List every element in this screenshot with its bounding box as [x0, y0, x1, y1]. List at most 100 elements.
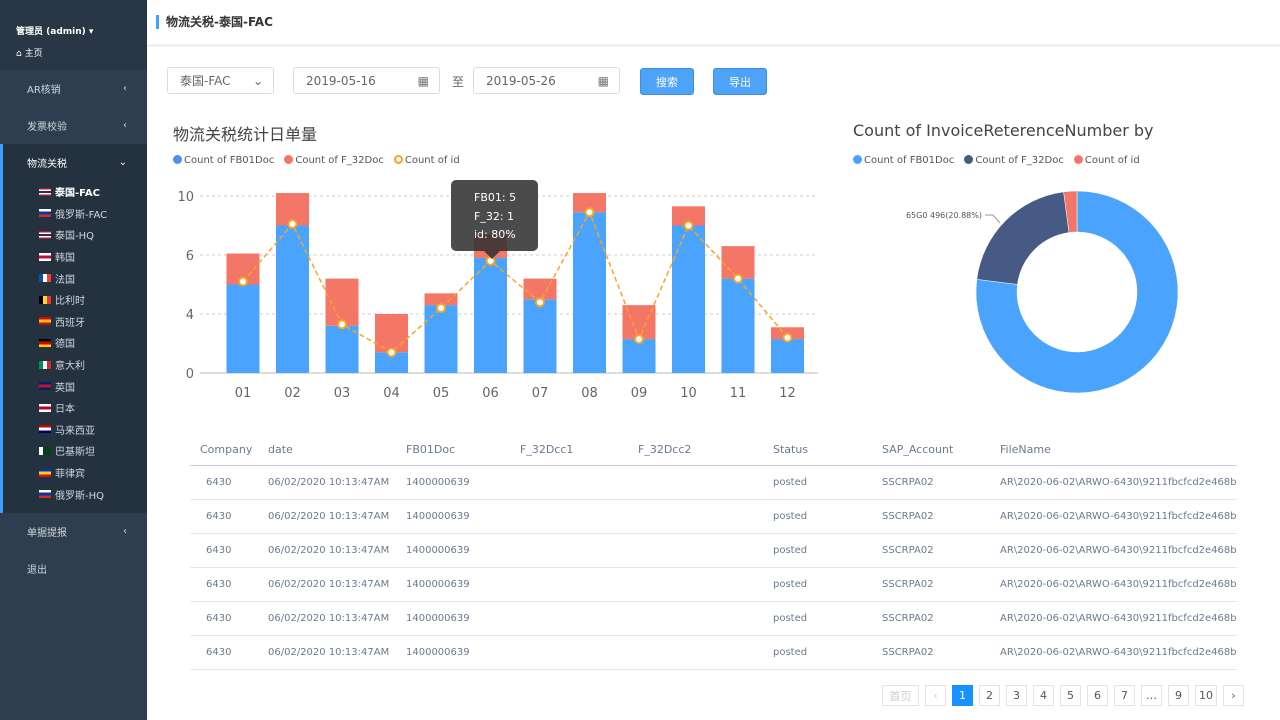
calendar-icon[interactable]: ▦ [597, 73, 609, 88]
table-row[interactable]: 6430 06/02/2020 10:13:47AM 1400000639 poste… [190, 499, 1237, 534]
date-to-input[interactable]: 2019-05-26 ▦ [473, 67, 620, 94]
page-button[interactable]: 3 [1006, 685, 1027, 706]
line-point[interactable] [337, 319, 347, 330]
legend-item[interactable]: Count of F_32Doc [284, 155, 384, 166]
line-point[interactable] [584, 207, 595, 218]
menu-submit[interactable]: 单据提报 ‹ [27, 525, 127, 539]
sidebar-item-country[interactable]: 俄罗斯-HQ [3, 483, 147, 505]
line-point[interactable] [535, 297, 545, 308]
column-header[interactable]: SAP_Account [882, 434, 1000, 466]
bar-fb01doc[interactable] [276, 225, 309, 374]
table-cell: 6430 [190, 635, 268, 670]
bar-fb01doc[interactable] [424, 305, 458, 373]
prev-page-button[interactable]: ‹ [925, 685, 946, 706]
legend-item[interactable]: Count of id [393, 155, 460, 166]
page-button[interactable]: 4 [1033, 685, 1054, 706]
column-header[interactable]: FileName [1000, 434, 1237, 466]
search-button[interactable]: 搜索 [640, 68, 694, 95]
donut-slice[interactable] [975, 190, 1179, 394]
bar-fb01doc[interactable] [474, 257, 507, 373]
line-point[interactable] [287, 219, 298, 230]
sidebar-item-country[interactable]: 泰国-FAC [3, 181, 147, 203]
column-header[interactable]: Status [773, 434, 882, 466]
bar-fb01doc[interactable] [573, 212, 606, 373]
export-button[interactable]: 导出 [713, 68, 767, 95]
bar-fb01doc[interactable] [721, 278, 755, 373]
page-button[interactable]: 10 [1195, 685, 1217, 706]
sidebar-item-country[interactable]: 西班牙 [3, 311, 147, 333]
sidebar-item-country[interactable]: 泰国-HQ [3, 224, 147, 246]
table-row[interactable]: 6430 06/02/2020 10:13:47AM 1400000639 poste… [190, 567, 1237, 602]
bar-f32doc[interactable] [573, 193, 606, 213]
sidebar-item-country[interactable]: 意大利 [3, 354, 147, 376]
column-header[interactable]: Company [190, 434, 268, 466]
region-select[interactable]: 泰国-FAC ⌄ [167, 67, 274, 94]
sidebar-item-country[interactable]: 德国 [3, 332, 147, 354]
column-header[interactable]: FB01Doc [406, 434, 520, 466]
legend-item[interactable]: Count of id [1073, 155, 1140, 166]
page-button[interactable]: 6 [1087, 685, 1108, 706]
home-link[interactable]: ⌂ 主页 [16, 49, 43, 59]
table-row[interactable]: 6430 06/02/2020 10:13:47AM 1400000639 poste… [190, 533, 1237, 568]
sidebar-item-country[interactable]: 菲律宾 [3, 462, 147, 484]
line-point[interactable] [733, 273, 743, 284]
first-page-button[interactable]: 首页 [882, 685, 919, 706]
bar-f32doc[interactable] [721, 246, 755, 279]
donut-slice[interactable] [1063, 190, 1078, 233]
page-button[interactable]: … [1141, 685, 1162, 706]
legend-item[interactable]: Count of F_32Doc [964, 155, 1064, 166]
bar-fb01doc[interactable] [672, 225, 705, 374]
date-from-input[interactable]: 2019-05-16 ▦ [293, 67, 440, 94]
column-header[interactable]: F_32Dcc1 [520, 434, 638, 466]
column-header[interactable]: date [268, 434, 406, 466]
chevron-left-icon: ‹ [123, 525, 127, 537]
next-page-button[interactable]: › [1223, 685, 1244, 706]
line-point[interactable] [386, 347, 397, 358]
page-button[interactable]: 2 [979, 685, 1000, 706]
page-button[interactable]: 1 [952, 685, 973, 706]
sidebar-item-country[interactable]: 韩国 [3, 246, 147, 268]
column-header[interactable]: F_32Dcc2 [638, 434, 773, 466]
page-button[interactable]: 7 [1114, 685, 1135, 706]
sidebar-item-country[interactable]: 俄罗斯-FAC [3, 203, 147, 225]
line-point[interactable] [782, 332, 793, 343]
bar-fb01doc[interactable] [622, 339, 656, 373]
flag-icon [39, 274, 51, 283]
table-row[interactable]: 6430 06/02/2020 10:13:47AM 1400000639 poste… [190, 465, 1237, 500]
table-cell: 6430 [190, 567, 268, 602]
x-tick-label: 06 [482, 386, 499, 401]
bar-fb01doc[interactable] [523, 299, 557, 373]
page-button[interactable]: 9 [1168, 685, 1189, 706]
sidebar-item-country[interactable]: 英国 [3, 375, 147, 397]
bar-f32doc[interactable] [672, 206, 705, 226]
menu-invoice[interactable]: 发票校验 ‹ [27, 120, 127, 133]
menu-logout[interactable]: 退出 [27, 564, 47, 576]
bar-fb01doc[interactable] [226, 284, 260, 374]
bar-fb01doc[interactable] [325, 325, 359, 373]
bar-f32doc[interactable] [424, 293, 458, 306]
page-button[interactable]: 5 [1060, 685, 1081, 706]
legend-item[interactable]: Count of FB01Doc [853, 155, 954, 166]
table-row[interactable]: 6430 06/02/2020 10:13:47AM 1400000639 poste… [190, 635, 1237, 670]
menu-ar[interactable]: AR核销 ‹ [27, 83, 127, 96]
sidebar-item-country[interactable]: 巴基斯坦 [3, 440, 147, 462]
sidebar-item-country[interactable]: 日本 [3, 397, 147, 419]
line-point[interactable] [238, 276, 248, 287]
chevron-down-icon: ⌄ [252, 73, 263, 88]
bar-f32doc[interactable] [375, 314, 408, 353]
line-point[interactable] [634, 334, 644, 345]
table-row[interactable]: 6430 06/02/2020 10:13:47AM 1400000639 poste… [190, 601, 1237, 636]
calendar-icon[interactable]: ▦ [417, 73, 429, 88]
sidebar-item-country[interactable]: 法国 [3, 267, 147, 289]
sidebar-item-country[interactable]: 马来西亚 [3, 419, 147, 441]
line-point[interactable] [683, 220, 694, 231]
bar-fb01doc[interactable] [771, 339, 804, 373]
donut-slice[interactable] [976, 191, 1070, 285]
line-point[interactable] [436, 303, 446, 314]
user-menu[interactable]: 管理员 (admin) ▾ [16, 27, 94, 37]
bar-f32doc[interactable] [523, 278, 557, 300]
sidebar-item-country[interactable]: 比利时 [3, 289, 147, 311]
bar-fb01doc[interactable] [375, 352, 408, 373]
legend-item[interactable]: Count of FB01Doc [173, 155, 274, 166]
menu-logistics[interactable]: 物流关税 ⌄ [27, 157, 127, 170]
